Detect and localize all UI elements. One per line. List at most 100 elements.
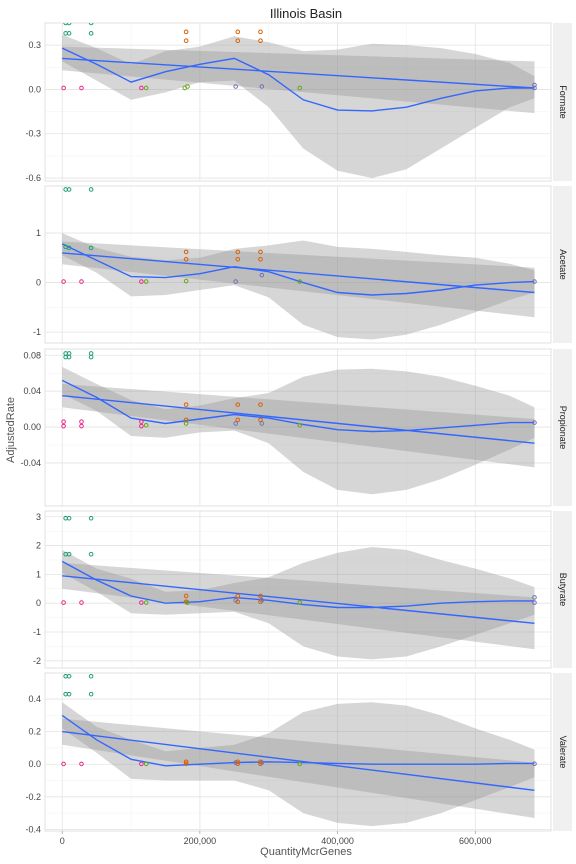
panel-background xyxy=(44,185,552,344)
panel-plot-area xyxy=(61,351,537,495)
data-point xyxy=(233,760,238,765)
facet-panel: -1 0 1 Acetate xyxy=(33,185,572,344)
data-point xyxy=(66,245,72,251)
y-axis-title: AdjustedRate xyxy=(5,397,17,463)
y-tick-label: 0.0 xyxy=(28,759,41,769)
linear-confidence-band xyxy=(62,562,535,650)
panel-background xyxy=(44,22,552,182)
linear-confidence-band xyxy=(62,241,535,318)
facet-strip xyxy=(553,186,572,343)
data-point xyxy=(66,691,72,697)
data-point xyxy=(183,278,189,284)
y-tick-label: -1 xyxy=(33,627,41,637)
data-point xyxy=(66,23,72,26)
data-point xyxy=(183,256,189,262)
y-tick-label: 1 xyxy=(36,569,41,579)
y-tick-label: 0.4 xyxy=(28,694,41,704)
data-point xyxy=(66,551,72,557)
data-point xyxy=(139,279,144,284)
facet-strip-label: Formate xyxy=(558,85,568,119)
data-point xyxy=(79,600,84,605)
data-point xyxy=(532,595,537,600)
data-point xyxy=(258,249,263,255)
data-point xyxy=(66,354,72,360)
data-point xyxy=(66,515,72,521)
y-tick-label: 0.2 xyxy=(28,727,41,737)
data-point xyxy=(235,38,241,44)
data-point xyxy=(258,38,263,44)
loess-confidence-band xyxy=(62,366,535,495)
facet-strip xyxy=(553,511,572,668)
data-point xyxy=(88,515,94,521)
y-tick-label: -0.4 xyxy=(25,824,41,834)
y-tick-label: -1 xyxy=(33,327,41,337)
data-point xyxy=(258,402,263,407)
data-point xyxy=(259,760,265,765)
data-point xyxy=(88,23,94,26)
y-tick-label: 0.04 xyxy=(23,386,41,396)
data-point xyxy=(183,29,189,35)
data-point xyxy=(233,598,238,603)
y-tick-label: 0.08 xyxy=(23,350,41,360)
panel-plot-area xyxy=(61,515,537,660)
data-point xyxy=(66,673,72,679)
data-point xyxy=(143,279,149,284)
facet-strip xyxy=(553,349,572,506)
data-point xyxy=(235,593,241,599)
panel-background xyxy=(44,348,552,507)
linear-fit-line xyxy=(62,575,535,624)
data-point xyxy=(79,279,84,284)
data-point xyxy=(258,29,263,35)
linear-fit-line xyxy=(62,730,535,791)
data-point xyxy=(185,84,190,89)
data-point xyxy=(532,85,537,91)
chart-title: Illinois Basin xyxy=(270,6,342,21)
linear-fit-line xyxy=(62,252,535,294)
data-point xyxy=(259,598,265,603)
data-point xyxy=(139,423,144,429)
data-point xyxy=(66,31,72,36)
data-point xyxy=(79,419,84,424)
loess-line xyxy=(61,47,535,112)
linear-fit-line xyxy=(62,395,535,444)
data-point xyxy=(235,256,241,262)
panel-background xyxy=(44,510,552,669)
panel-plot-area xyxy=(61,187,537,340)
facet-strip xyxy=(553,23,572,181)
data-point xyxy=(139,85,144,91)
data-point xyxy=(88,31,94,36)
data-point xyxy=(143,85,149,91)
data-point xyxy=(143,422,149,428)
data-point xyxy=(532,600,537,605)
data-point xyxy=(61,600,66,605)
facet-strip xyxy=(553,673,572,831)
facet-panel: -2 -1 0 1 2 3 Butyrate xyxy=(33,510,572,669)
facet-panel: -0.04 0.00 0.04 0.08 Propionate xyxy=(20,348,572,507)
data-point xyxy=(297,761,303,767)
facet-strip-label: Propionate xyxy=(558,406,568,450)
data-point xyxy=(235,402,241,407)
loess-confidence-band xyxy=(62,233,535,340)
data-point xyxy=(88,187,94,192)
y-tick-label: -0.3 xyxy=(25,129,41,139)
data-point xyxy=(143,600,149,605)
data-point xyxy=(61,761,66,767)
facet-panel: -0.6 -0.3 0.0 0.3 Formate xyxy=(25,22,572,183)
x-tick-label: 0 xyxy=(60,836,65,846)
y-tick-label: -0.04 xyxy=(20,458,41,468)
data-point xyxy=(183,421,189,426)
y-tick-label: 2 xyxy=(36,541,41,551)
data-point xyxy=(258,593,263,599)
data-point xyxy=(235,29,241,35)
x-tick-label: 600,000 xyxy=(459,836,492,846)
data-point xyxy=(88,245,94,251)
data-point xyxy=(61,85,66,91)
data-point xyxy=(183,38,189,44)
linear-fit-line xyxy=(62,57,535,89)
x-tick-label: 400,000 xyxy=(321,836,354,846)
data-point xyxy=(183,402,189,407)
y-tick-label: 0.0 xyxy=(28,84,41,94)
data-point xyxy=(235,417,241,423)
data-point xyxy=(183,593,189,599)
y-tick-label: 0 xyxy=(36,278,41,288)
